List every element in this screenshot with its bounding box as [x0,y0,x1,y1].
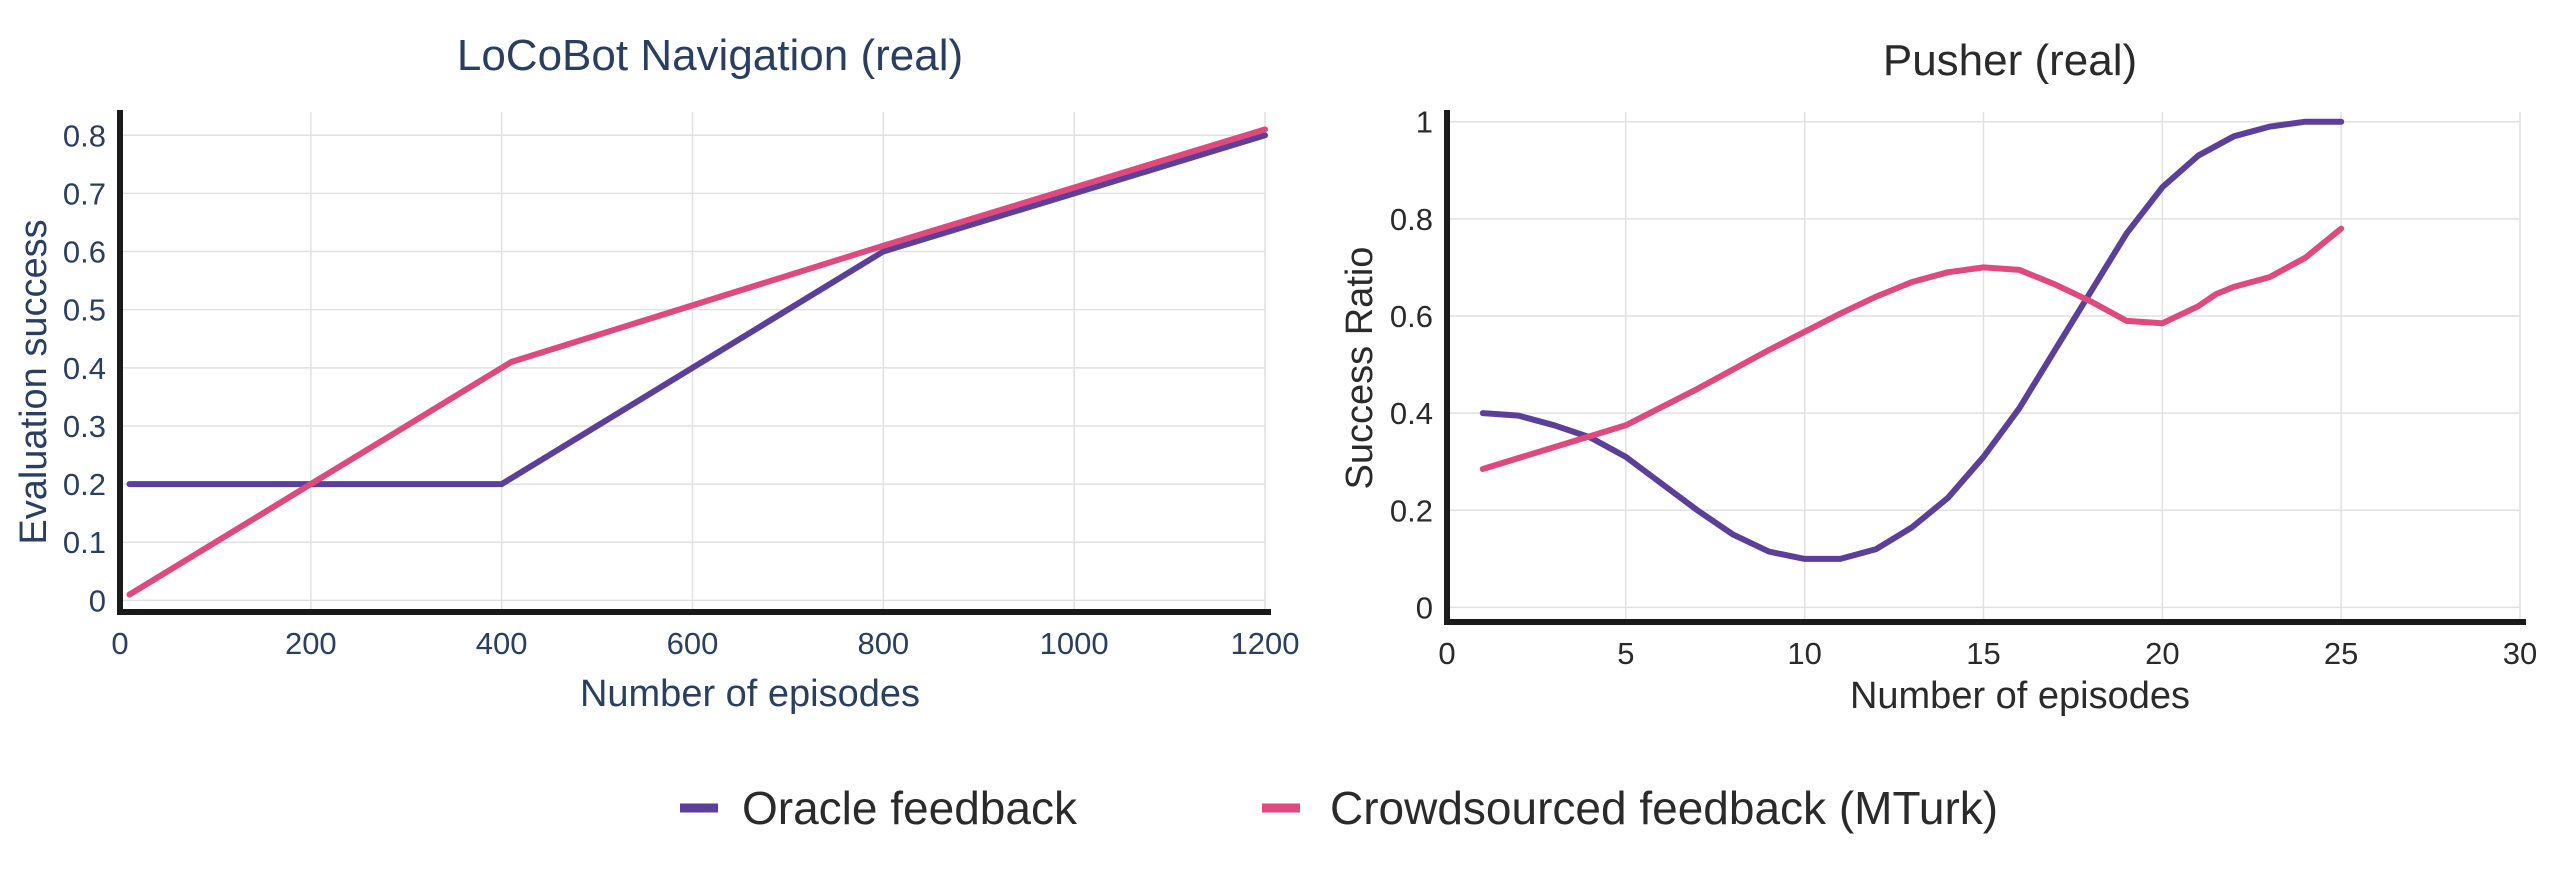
x-axis-label: Number of episodes [580,673,920,715]
tick-labels: 0 5 10 15 20 25 30 0 0.2 0.4 0.6 0.8 1 [1390,105,2537,671]
y-tick-label: 0.4 [63,351,106,386]
pusher-chart: Pusher (real) 0 5 10 15 20 25 30 0 0.2 0.4 0.6 0.8 1… [1339,36,2537,717]
x-axis-label: Number of episodes [1850,675,2190,717]
x-tick-label: 25 [2324,636,2358,671]
legend: Oracle feedback Crowdsourced feedback (M… [680,782,1998,834]
y-tick-label: 1 [1416,105,1433,140]
x-tick-label: 1000 [1040,626,1109,661]
x-tick-label: 15 [1966,636,2000,671]
y-tick-label: 0.6 [1390,299,1433,334]
series-line-crowdsourced [1479,225,2345,472]
x-tick-label: 800 [857,626,909,661]
y-tick-label: 0.6 [63,235,106,270]
y-axis-label: Evaluation success [13,219,55,544]
x-tick-label: 0 [111,626,128,661]
series-line-crowdsourced [126,126,1268,598]
x-tick-label: 200 [285,626,337,661]
tick-labels: 0 200 400 600 800 1000 1200 0 0.1 0.2 0.3 0.4 0.5 0.6… [63,118,1300,661]
x-tick-label: 1200 [1231,626,1300,661]
chart-title: Pusher (real) [1883,36,2137,85]
y-tick-label: 0 [1416,590,1433,625]
x-tick-label: 0 [1438,636,1455,671]
legend-label-crowdsourced: Crowdsourced feedback (MTurk) [1330,782,1998,834]
y-tick-label: 0.3 [63,409,106,444]
y-tick-label: 0.8 [1390,202,1433,237]
series-lines [1479,118,2345,562]
x-tick-label: 600 [667,626,719,661]
axes [117,110,1271,615]
grid [1447,112,2521,622]
x-tick-label: 30 [2503,636,2537,671]
y-tick-label: 0.1 [63,525,106,560]
x-tick-label: 400 [476,626,528,661]
y-tick-label: 0.7 [63,176,106,211]
y-tick-label: 0.8 [63,118,106,153]
locobot-chart: LoCoBot Navigation (real) 0 200 400 600 800 1… [13,31,1299,715]
x-tick-label: 20 [2145,636,2179,671]
y-tick-label: 0.5 [63,293,106,328]
y-tick-label: 0.2 [1390,493,1433,528]
x-tick-label: 5 [1617,636,1634,671]
axes [1444,110,2526,625]
y-tick-label: 0.4 [1390,396,1433,431]
chart-title: LoCoBot Navigation (real) [457,31,963,80]
y-axis-label: Success Ratio [1339,247,1381,490]
x-tick-label: 10 [1787,636,1821,671]
series-line-oracle [1479,118,2345,562]
series-lines [126,126,1268,598]
legend-label-oracle: Oracle feedback [742,782,1078,834]
y-tick-label: 0.2 [63,467,106,502]
y-tick-label: 0 [89,583,106,618]
